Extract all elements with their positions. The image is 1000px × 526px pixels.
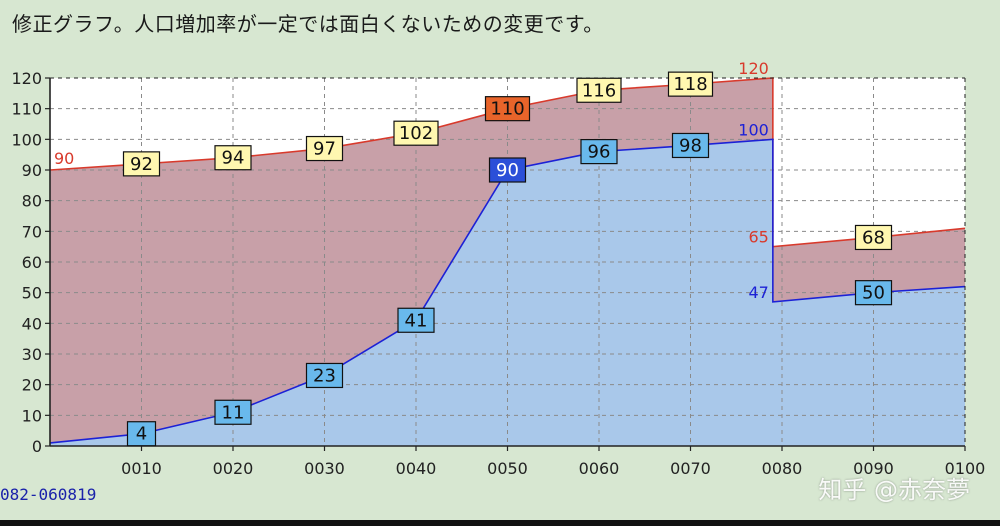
data-label-text: 98 xyxy=(679,135,702,156)
data-label-box xyxy=(484,96,531,122)
footer-id-text: 082-060819 xyxy=(0,485,97,504)
data-label-text: 116 xyxy=(582,80,616,101)
data-label: 11 xyxy=(214,399,252,425)
data-label: 4 xyxy=(126,421,157,447)
x-tick-label: 0010 xyxy=(121,459,162,478)
y-tick-label: 90 xyxy=(22,161,42,180)
data-label-box xyxy=(126,421,157,447)
y-tick-label: 60 xyxy=(22,253,42,272)
x-tick-label: 0070 xyxy=(670,459,711,478)
value-annotations: 90 120 100 65 47 xyxy=(54,59,769,302)
data-label: 90 xyxy=(488,157,527,183)
x-tick-label: 0080 xyxy=(762,459,803,478)
data-label: 102 xyxy=(393,120,439,146)
data-label-box xyxy=(576,77,622,103)
y-tick-label: 0 xyxy=(32,437,42,456)
bottom-border xyxy=(0,520,1000,526)
y-tick-label: 70 xyxy=(22,222,42,241)
data-label: 92 xyxy=(122,151,161,177)
x-tick-label: 0050 xyxy=(487,459,528,478)
annotation-label: 47 xyxy=(748,283,768,302)
data-label: 41 xyxy=(397,307,435,333)
data-label-text: 4 xyxy=(136,424,147,445)
data-label-text: 90 xyxy=(496,160,519,181)
data-label: 96 xyxy=(580,139,618,165)
data-label-text: 41 xyxy=(405,310,428,331)
y-tick-label: 10 xyxy=(22,406,42,425)
data-label-text: 94 xyxy=(222,148,245,169)
data-label-text: 92 xyxy=(130,154,153,175)
grid-lines xyxy=(50,78,965,446)
data-label-box xyxy=(214,399,252,425)
watermark-text: 知乎 @赤奈夢 xyxy=(818,476,970,504)
data-label: 23 xyxy=(305,362,344,389)
y-tick-label: 50 xyxy=(22,284,42,303)
annotation-label: 120 xyxy=(738,59,769,78)
data-label: 94 xyxy=(214,145,252,171)
x-tick-label: 0100 xyxy=(945,459,986,478)
annotation-label: 100 xyxy=(738,120,769,139)
annotation-label: 90 xyxy=(54,149,74,168)
data-label: 68 xyxy=(854,224,893,251)
y-axis-ticks: 0 10 20 30 40 50 60 70 80 90 100 110 120 xyxy=(11,69,50,456)
data-label-box xyxy=(214,145,252,171)
data-label-box xyxy=(854,224,893,251)
data-label-box xyxy=(305,362,344,389)
y-tick-label: 120 xyxy=(11,69,42,88)
x-tick-label: 0030 xyxy=(304,459,345,478)
data-label-box xyxy=(488,157,527,183)
x-tick-label: 0020 xyxy=(213,459,254,478)
data-label-box xyxy=(667,71,714,97)
data-label-box xyxy=(305,135,344,162)
annotation-label: 65 xyxy=(748,228,768,247)
y-tick-label: 40 xyxy=(22,314,42,333)
data-label-box xyxy=(397,307,435,333)
x-axis-ticks: 0010 0020 0030 0040 0050 0060 0070 0080 0090 0100 xyxy=(121,446,985,478)
data-label-text: 50 xyxy=(862,283,885,304)
data-label-text: 118 xyxy=(673,74,707,95)
data-label-box xyxy=(854,280,893,306)
data-label-box xyxy=(393,120,439,146)
y-tick-label: 30 xyxy=(22,345,42,364)
data-label-text: 102 xyxy=(399,123,433,144)
y-tick-label: 80 xyxy=(22,192,42,211)
data-label: 98 xyxy=(671,132,710,159)
data-label-text: 110 xyxy=(490,99,524,120)
data-label-text: 96 xyxy=(588,142,611,163)
data-label-box xyxy=(671,132,710,159)
y-tick-label: 100 xyxy=(11,130,42,149)
data-label-box xyxy=(580,139,618,165)
x-tick-label: 0060 xyxy=(579,459,620,478)
y-tick-label: 110 xyxy=(11,100,42,119)
data-label-text: 97 xyxy=(313,139,336,160)
data-label-text: 11 xyxy=(222,402,245,423)
data-label: 50 xyxy=(854,280,893,306)
data-label-box xyxy=(122,151,161,177)
data-label: 118 xyxy=(667,71,714,97)
chart-title: 修正グラフ。人口増加率が一定では面白くないための変更です。 xyxy=(12,12,604,36)
data-labels: 92 94 97 102 110 116 118 68 4 11 23 41 90 96 98 50 xyxy=(122,71,893,447)
x-tick-label: 0090 xyxy=(853,459,894,478)
data-label: 97 xyxy=(305,135,344,162)
x-tick-label: 0040 xyxy=(396,459,437,478)
y-tick-label: 20 xyxy=(22,376,42,395)
data-label: 116 xyxy=(576,77,622,103)
data-label-text: 23 xyxy=(313,365,336,386)
data-label-text: 68 xyxy=(862,227,885,248)
data-label: 110 xyxy=(484,96,531,122)
